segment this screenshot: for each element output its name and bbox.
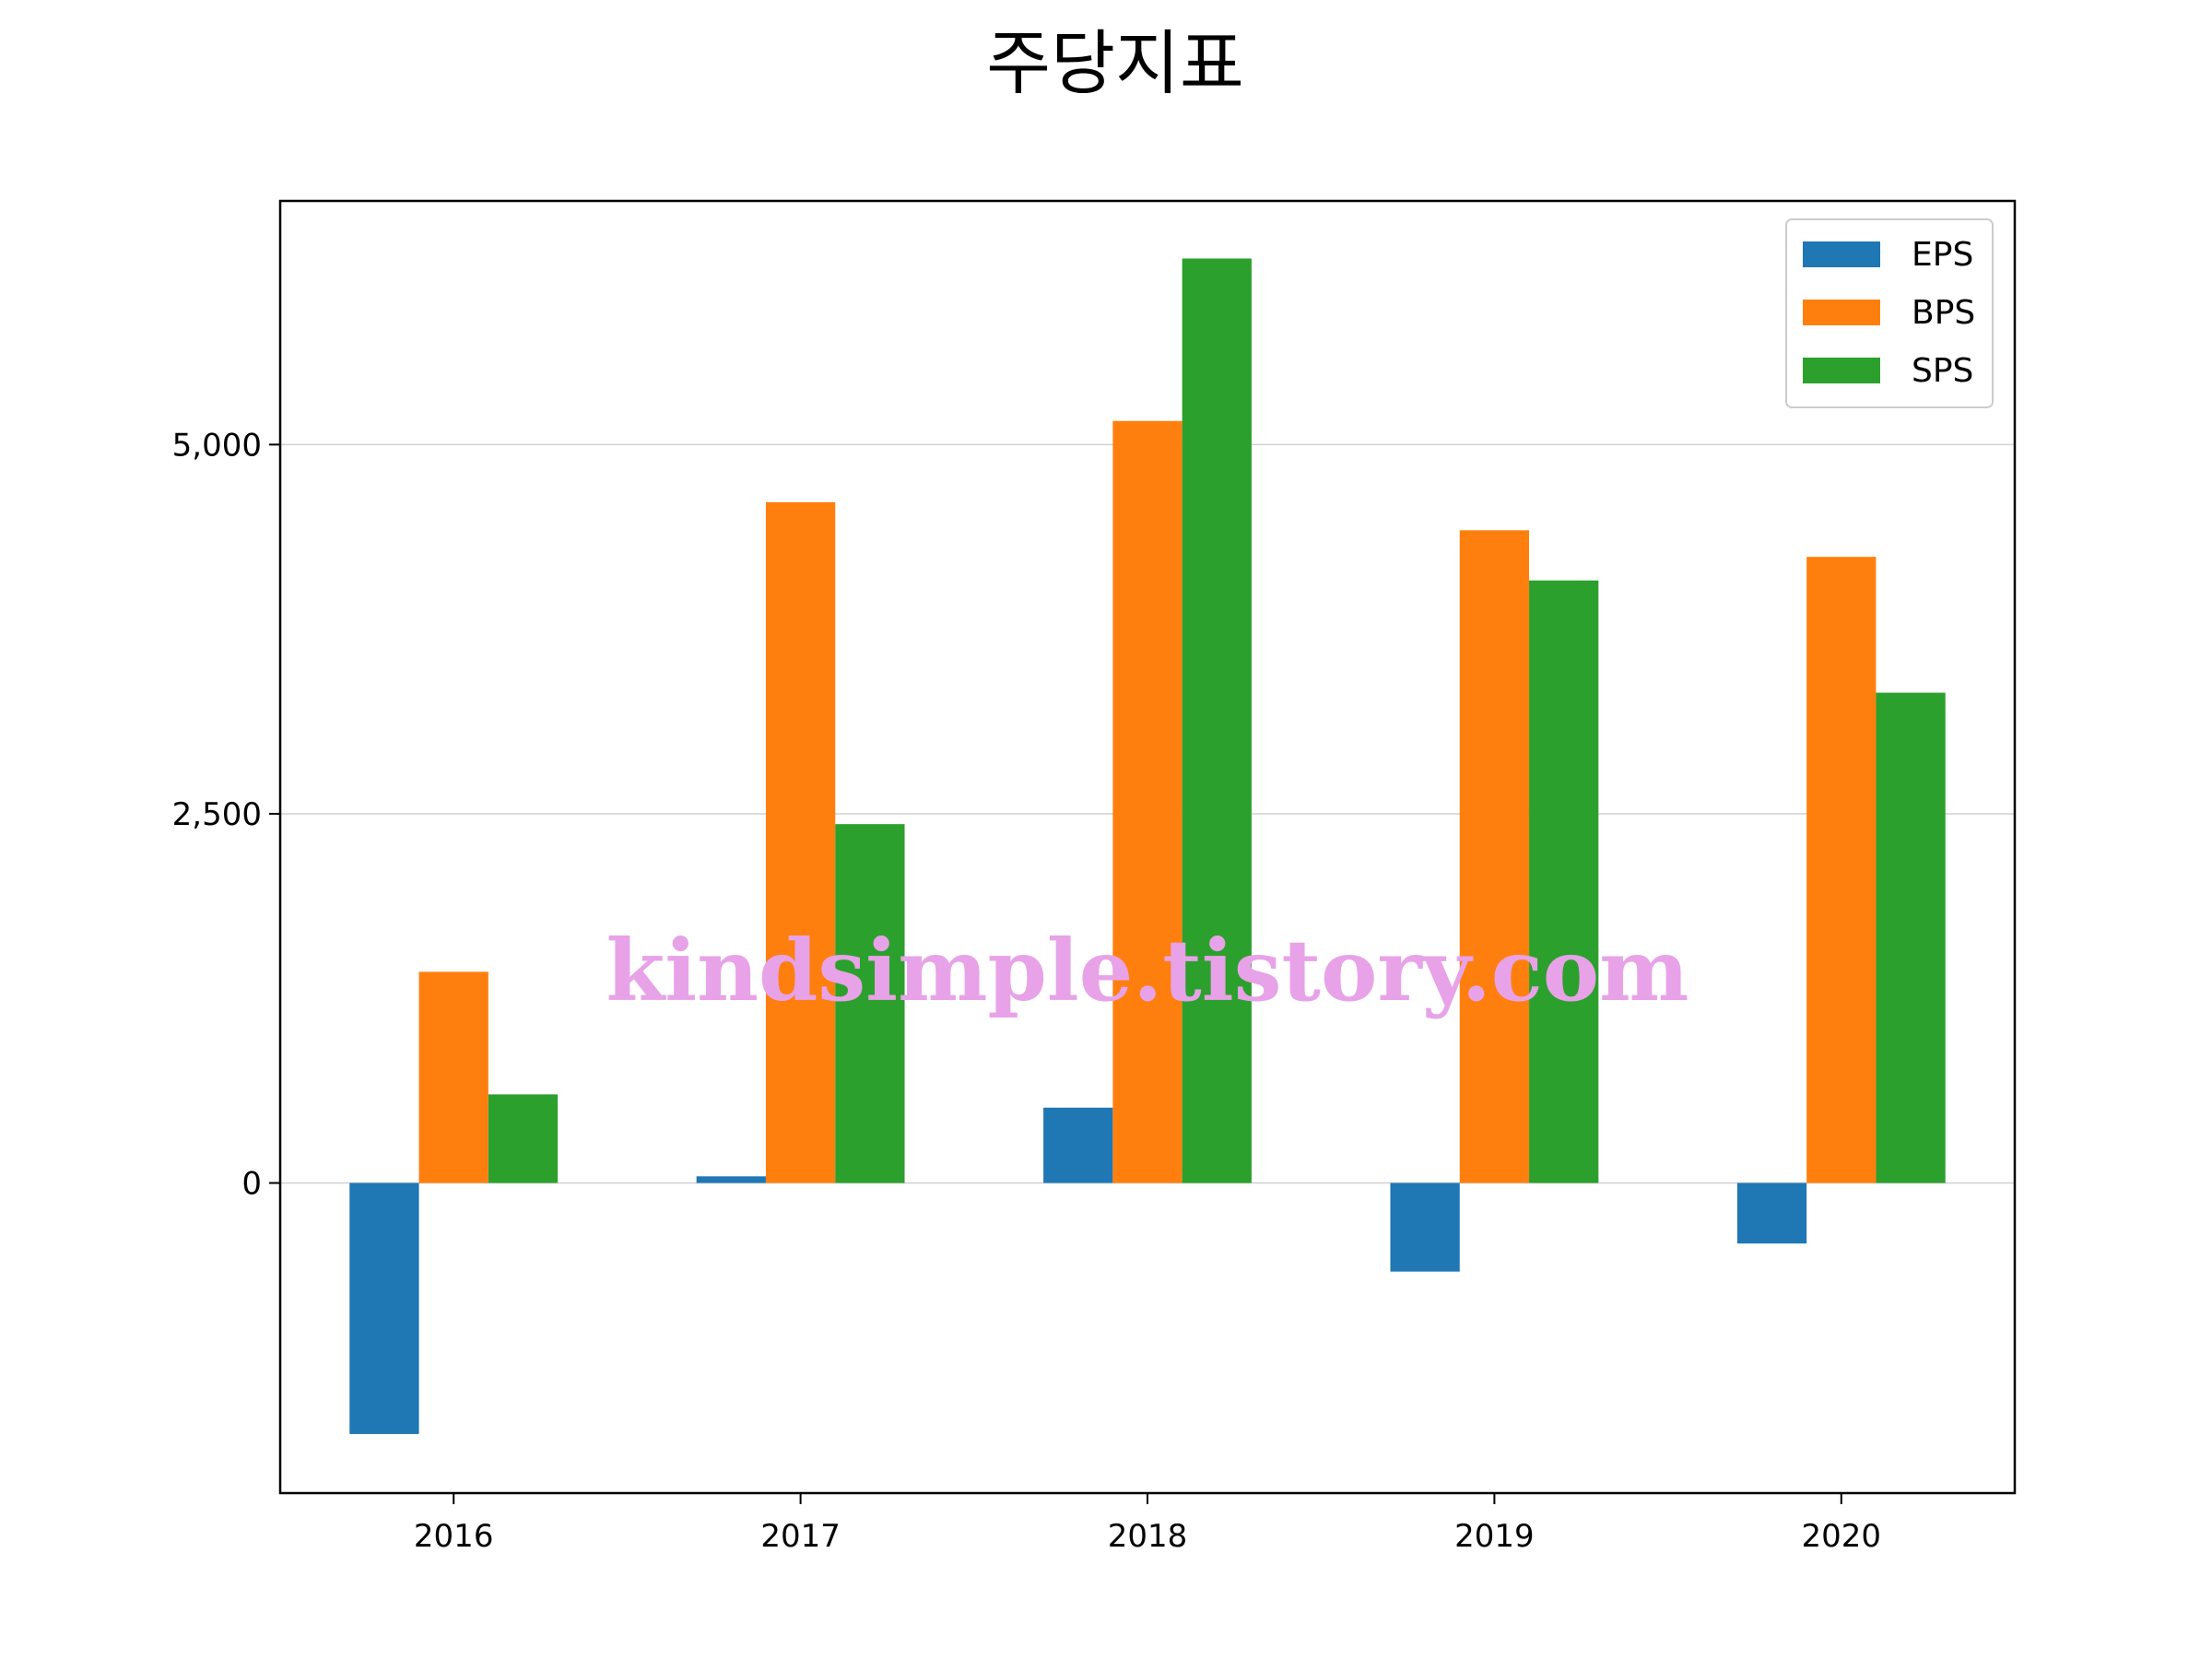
- bars: [349, 258, 1946, 1434]
- legend-label-bps: BPS: [1912, 294, 1975, 332]
- watermark-text: kindsimple.tistory.com: [606, 921, 1688, 1020]
- chart-title: 주당지표: [986, 22, 1244, 104]
- bar-sps-2016: [488, 1094, 559, 1183]
- x-tick-label: 2018: [1108, 1518, 1188, 1555]
- y-tick-label: 0: [241, 1166, 262, 1203]
- bar-eps-2019: [1390, 1182, 1460, 1272]
- y-axis: 0 2,500 5,000: [172, 427, 280, 1203]
- x-axis: 2016 2017 2018 2019 2020: [414, 1493, 1881, 1555]
- y-tick-label: 2,500: [172, 796, 262, 833]
- bar-eps-2020: [1736, 1182, 1807, 1244]
- legend-label-sps: SPS: [1912, 352, 1973, 390]
- legend: EPS BPS SPS: [1785, 218, 1994, 408]
- bar-bps-2020: [1806, 557, 1877, 1183]
- legend-swatch-sps: [1803, 358, 1880, 383]
- legend-swatch-bps: [1803, 300, 1880, 325]
- y-tick-label: 5,000: [172, 427, 262, 464]
- x-tick-label: 2020: [1802, 1518, 1882, 1555]
- bar-eps-2017: [696, 1176, 766, 1183]
- bar-sps-2020: [1876, 692, 1946, 1183]
- bar-sps-2018: [1182, 258, 1252, 1183]
- bar-bps-2018: [1112, 420, 1182, 1183]
- bar-sps-2019: [1529, 580, 1599, 1183]
- bar-sps-2017: [835, 824, 905, 1183]
- bar-bps-2016: [418, 971, 488, 1183]
- bar-eps-2018: [1043, 1107, 1113, 1183]
- bar-bps-2017: [765, 501, 836, 1183]
- bar-bps-2019: [1459, 530, 1530, 1183]
- legend-label-eps: EPS: [1912, 236, 1973, 274]
- bar-eps-2016: [349, 1182, 419, 1434]
- x-tick-label: 2019: [1454, 1518, 1535, 1555]
- legend-swatch-eps: [1803, 241, 1880, 267]
- x-tick-label: 2016: [414, 1518, 494, 1555]
- x-tick-label: 2017: [760, 1518, 841, 1555]
